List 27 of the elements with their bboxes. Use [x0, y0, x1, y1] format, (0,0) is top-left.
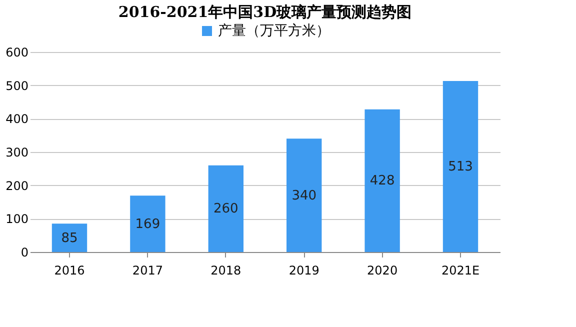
y-tick-label: 100	[6, 212, 28, 226]
data-label: 340	[292, 188, 317, 204]
data-label: 513	[448, 160, 473, 174]
x-tick-label: 2016	[54, 264, 85, 278]
y-tick-label: 400	[6, 112, 28, 126]
y-tick-label: 0	[20, 246, 28, 260]
bar	[130, 196, 166, 252]
data-label: 260	[213, 202, 238, 217]
bar	[442, 81, 478, 252]
y-tick-label: 500	[6, 78, 28, 93]
bar	[364, 109, 400, 252]
y-tick-label: 300	[6, 146, 28, 160]
data-label: 85	[61, 230, 78, 246]
x-tick-label: 2018	[210, 264, 242, 278]
data-label: 169	[135, 216, 160, 232]
chart-title: 2016-2021年中国3D玻璃产量预测趋势图	[118, 3, 412, 21]
bar	[52, 224, 88, 252]
y-tick-label: 200	[6, 178, 28, 193]
y-tick-label: 600	[6, 46, 28, 60]
x-tick-label: 2019	[288, 264, 320, 278]
x-tick-label: 2021E	[441, 264, 480, 278]
legend-label: 产量（万平方米）	[218, 23, 330, 39]
x-tick-label: 2017	[132, 264, 163, 278]
bar	[208, 165, 244, 252]
x-tick-label: 2020	[367, 264, 398, 278]
bar	[286, 138, 322, 252]
data-label: 428	[370, 174, 395, 189]
